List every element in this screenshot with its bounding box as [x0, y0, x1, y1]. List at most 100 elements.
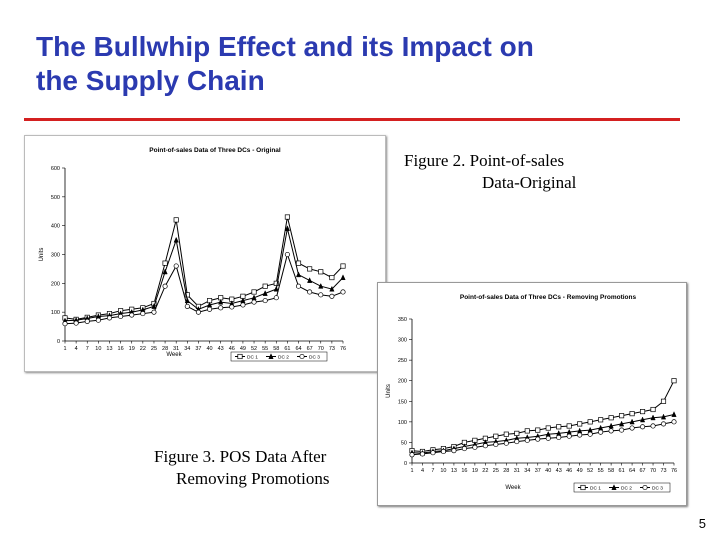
- data-point: [493, 433, 499, 439]
- y-tick-label: 100: [398, 420, 407, 426]
- data-point: [440, 448, 446, 455]
- y-tick-label: 200: [51, 281, 60, 287]
- data-point: [650, 406, 656, 413]
- data-point: [629, 418, 635, 425]
- y-tick-label: 300: [51, 253, 60, 259]
- x-tick-label: 76: [671, 468, 677, 474]
- y-axis-label: Units: [39, 248, 45, 262]
- data-point: [95, 317, 101, 323]
- data-point: [514, 430, 520, 436]
- figure-3-caption: Figure 3. POS Data After Removing Promot…: [154, 446, 364, 490]
- x-tick-label: 28: [162, 346, 168, 352]
- data-point: [162, 260, 168, 266]
- x-tick-label: 67: [639, 468, 645, 474]
- data-point: [273, 295, 279, 301]
- data-point: [173, 217, 179, 223]
- legend-marker: [642, 484, 648, 491]
- x-tick-label: 22: [482, 468, 488, 474]
- x-tick-label: 31: [514, 468, 520, 474]
- data-point: [608, 428, 614, 434]
- x-tick-label: 25: [493, 468, 499, 474]
- data-point: [640, 424, 646, 430]
- series-line-1: [64, 216, 344, 320]
- x-tick-label: 7: [86, 346, 89, 352]
- x-tick-label: 58: [608, 468, 614, 474]
- data-point: [545, 435, 551, 441]
- figure-3-caption-line-1: Figure 3. POS Data After: [154, 447, 327, 466]
- x-tick-label: 76: [340, 346, 346, 352]
- y-tick-label: 50: [401, 440, 407, 446]
- x-tick-label: 28: [503, 468, 509, 474]
- x-tick-label: 73: [660, 468, 666, 474]
- data-point: [451, 448, 457, 454]
- legend-box: [573, 482, 671, 493]
- chart-legend: DC 1 DC 2 DC 3: [573, 482, 671, 493]
- data-point: [482, 443, 488, 449]
- data-point: [577, 432, 583, 438]
- data-point: [566, 433, 572, 439]
- x-tick-label: 55: [262, 346, 268, 352]
- data-point: [493, 441, 499, 448]
- data-point: [660, 413, 667, 420]
- data-point: [524, 428, 530, 434]
- data-point: [273, 285, 279, 292]
- data-point: [284, 214, 290, 220]
- data-point: [629, 425, 635, 431]
- data-point: [251, 299, 257, 305]
- x-tick-label: 13: [106, 346, 112, 352]
- data-point: [195, 309, 201, 315]
- x-tick-label: 37: [195, 346, 201, 352]
- x-tick-label: 34: [184, 346, 190, 352]
- y-tick-label: 150: [398, 399, 407, 405]
- x-tick-label: 25: [151, 346, 157, 352]
- x-tick-label: 49: [577, 468, 583, 474]
- figure-2-caption: Figure 2. Point-of-sales Data-Original: [404, 150, 614, 194]
- data-point: [318, 269, 324, 275]
- data-point: [295, 271, 302, 278]
- x-tick-label: 37: [535, 468, 541, 474]
- series-line-1: [411, 380, 675, 453]
- data-point: [307, 277, 313, 283]
- data-point: [514, 439, 520, 445]
- x-tick-label: 46: [566, 468, 572, 474]
- legend-box: [230, 351, 328, 362]
- data-point: [318, 282, 324, 289]
- y-tick-label: 200: [398, 379, 407, 385]
- data-point: [229, 304, 235, 310]
- y-tick-label: 300: [398, 338, 407, 344]
- data-point: [84, 318, 90, 324]
- data-point: [556, 434, 562, 441]
- data-point: [140, 311, 146, 317]
- y-tick-label: 100: [51, 310, 60, 316]
- y-tick-label: 600: [51, 166, 60, 172]
- x-tick-label: 52: [587, 468, 593, 474]
- chart-legend: DC 1 DC 2 DC 3: [230, 351, 328, 362]
- x-tick-label: 70: [650, 468, 656, 474]
- data-point: [218, 305, 224, 311]
- data-point: [608, 415, 614, 421]
- data-point: [240, 302, 246, 308]
- chart-panel-removing-promotions: Point-of-sales Data of Three DCs - Remov…: [377, 282, 687, 506]
- y-tick-label: 0: [57, 339, 60, 345]
- data-point: [284, 251, 290, 258]
- data-point: [162, 268, 168, 275]
- x-axis-label: Week: [505, 485, 521, 491]
- data-point: [608, 422, 614, 429]
- data-point: [535, 427, 541, 433]
- x-tick-label: 16: [461, 468, 467, 474]
- data-point: [106, 315, 113, 321]
- x-tick-label: 34: [524, 468, 530, 474]
- x-tick-label: 73: [329, 346, 335, 352]
- x-tick-label: 13: [451, 468, 457, 474]
- x-tick-label: 22: [140, 346, 146, 352]
- x-tick-label: 10: [440, 468, 446, 474]
- data-point: [545, 425, 551, 431]
- x-axis-label: Week: [166, 352, 182, 358]
- x-tick-label: 61: [619, 468, 625, 474]
- y-tick-label: 400: [51, 224, 60, 230]
- data-point: [329, 275, 335, 281]
- data-point: [173, 263, 179, 269]
- legend-label: DC 1: [247, 355, 258, 361]
- data-point: [650, 423, 656, 429]
- data-point: [503, 440, 509, 446]
